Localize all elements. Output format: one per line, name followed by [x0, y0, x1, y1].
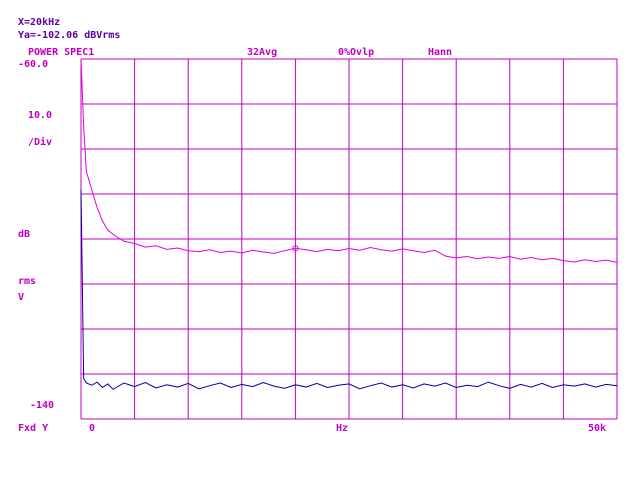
trace — [80, 58, 618, 263]
y-label: rms — [18, 276, 36, 287]
x-tick-label: 0 — [89, 423, 95, 434]
y-scale-mode: Fxd Y — [18, 423, 48, 434]
y-label: V — [18, 292, 24, 303]
per-div-value: 10.0 — [28, 110, 52, 121]
y-tick-label: -140 — [30, 400, 54, 411]
marker — [292, 245, 299, 252]
x-label: Hz — [336, 423, 348, 434]
trace — [80, 189, 618, 390]
marker-y-readout: Ya=-102.06 dBVrms — [18, 30, 120, 41]
y-label: dB — [18, 229, 30, 240]
chart-title: POWER SPEC1 — [28, 47, 94, 58]
averaging: 32Avg — [247, 47, 277, 58]
marker-x-readout: X=20kHz — [18, 17, 60, 28]
y-tick-label: -60.0 — [18, 59, 48, 70]
x-tick-label: 50k — [588, 423, 606, 434]
window: Hann — [428, 47, 452, 58]
per-div-unit: /Div — [28, 136, 52, 148]
overlap: 0%Ovlp — [338, 47, 374, 58]
